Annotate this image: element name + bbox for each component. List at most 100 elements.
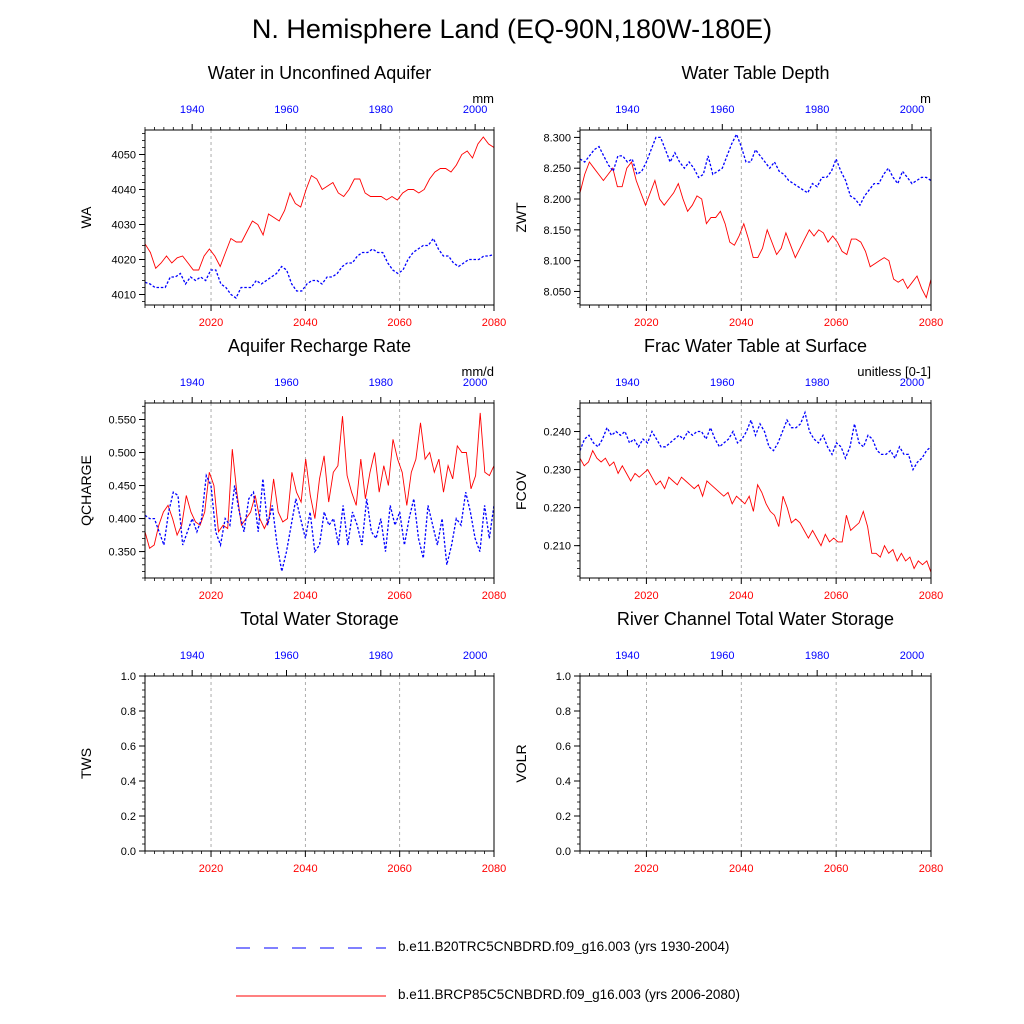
y-tick-label: 0.0 <box>121 846 136 858</box>
plot-frame <box>579 675 932 852</box>
units-label: mm <box>472 91 494 106</box>
y-tick-label: 8.050 <box>543 286 571 298</box>
y-tick-label: 0.4 <box>121 776 136 788</box>
x-bottom-tick-label: 2080 <box>919 317 943 329</box>
chart-title: Aquifer Recharge Rate <box>228 336 411 356</box>
x-top-tick-label: 1940 <box>615 104 639 116</box>
y-tick-label: 8.250 <box>543 163 571 175</box>
x-top-tick-label: 1960 <box>274 104 298 116</box>
legend-label-rcp85: b.e11.BRCP85C5CNBDRD.f09_g16.003 (yrs 20… <box>398 987 740 1002</box>
y-tick-label: 0.0 <box>556 846 571 858</box>
x-bottom-tick-label: 2020 <box>634 863 658 875</box>
series-line-rcp85 <box>144 136 495 271</box>
y-tick-label: 1.0 <box>121 671 136 683</box>
x-top-tick-label: 2000 <box>463 377 487 389</box>
x-top-tick-label: 2000 <box>463 104 487 116</box>
x-top-tick-label: 1980 <box>369 650 393 662</box>
series-line-historical <box>579 410 932 472</box>
x-top-tick-label: 1960 <box>274 377 298 389</box>
x-bottom-tick-label: 2080 <box>482 590 506 602</box>
x-bottom-tick-label: 2040 <box>729 863 753 875</box>
plot-frame <box>144 675 495 852</box>
x-bottom-tick-label: 2020 <box>199 863 223 875</box>
y-tick-label: 0.230 <box>543 465 571 477</box>
units-label: mm/d <box>462 364 495 379</box>
x-top-tick-label: 1980 <box>369 104 393 116</box>
units-label: unitless [0-1] <box>857 364 931 379</box>
x-bottom-tick-label: 2040 <box>729 590 753 602</box>
y-tick-label: 0.8 <box>121 706 136 718</box>
series-line-rcp85 <box>579 449 932 573</box>
y-tick-label: 0.6 <box>121 741 136 753</box>
chart-title: Frac Water Table at Surface <box>644 336 867 356</box>
x-top-tick-label: 1960 <box>710 377 734 389</box>
x-bottom-tick-label: 2060 <box>387 317 411 329</box>
chart-panel-6: River Channel Total Water Storage VOLR 0.0… <box>513 609 943 875</box>
x-top-tick-label: 2000 <box>463 650 487 662</box>
y-tick-label: 0.350 <box>108 547 136 559</box>
y-tick-label: 0.8 <box>556 706 571 718</box>
x-top-tick-label: 1980 <box>805 650 829 662</box>
y-axis-label: FCOV <box>513 470 529 510</box>
x-bottom-tick-label: 2020 <box>199 590 223 602</box>
x-bottom-tick-label: 2060 <box>387 590 411 602</box>
y-axis-label: ZWT <box>513 202 529 233</box>
chart-panel-5: Total Water Storage TWS 0.0 0.2 0.4 0.6 0.8 1.0… <box>78 609 506 875</box>
units-label: m <box>920 91 931 106</box>
chart-panel-3: Aquifer Recharge Rate mm/d QCHARGE 0.350 0.4… <box>78 336 506 602</box>
x-bottom-tick-label: 2040 <box>293 863 317 875</box>
x-top-tick-label: 1960 <box>274 650 298 662</box>
x-top-tick-label: 1980 <box>805 104 829 116</box>
y-tick-label: 8.100 <box>543 256 571 268</box>
chart-title: River Channel Total Water Storage <box>617 609 894 629</box>
y-tick-label: 0.2 <box>556 811 571 823</box>
x-top-tick-label: 1940 <box>180 104 204 116</box>
x-bottom-tick-label: 2080 <box>919 863 943 875</box>
y-tick-label: 8.150 <box>543 225 571 237</box>
x-top-tick-label: 1960 <box>710 650 734 662</box>
y-tick-label: 4020 <box>112 255 136 267</box>
x-bottom-tick-label: 2020 <box>634 317 658 329</box>
chart-panel-2: Water Table Depth m ZWT 8.050 8.100 8.150 8.20… <box>513 63 943 329</box>
chart-panel-1: Water in Unconfined Aquifer mm WA 4010 4020 4… <box>78 63 506 329</box>
chart-panel-4: Frac Water Table at Surface unitless [0-1… <box>513 336 943 602</box>
x-top-tick-label: 1940 <box>180 650 204 662</box>
y-tick-label: 0.210 <box>543 541 571 553</box>
y-tick-label: 0.240 <box>543 427 571 439</box>
y-axis-label: QCHARGE <box>78 455 94 526</box>
chart-title: Total Water Storage <box>240 609 398 629</box>
y-tick-label: 8.300 <box>543 132 571 144</box>
x-bottom-tick-label: 2080 <box>919 590 943 602</box>
x-top-tick-label: 1940 <box>180 377 204 389</box>
x-bottom-tick-label: 2020 <box>199 317 223 329</box>
x-bottom-tick-label: 2020 <box>634 590 658 602</box>
plot-frame <box>579 402 932 579</box>
x-bottom-tick-label: 2040 <box>293 317 317 329</box>
x-top-tick-label: 2000 <box>900 650 924 662</box>
x-top-tick-label: 1940 <box>615 377 639 389</box>
x-bottom-tick-label: 2040 <box>729 317 753 329</box>
y-tick-label: 0.6 <box>556 741 571 753</box>
page-title: N. Hemisphere Land (EQ-90N,180W-180E) <box>251 14 773 44</box>
y-axis-label: WA <box>78 206 94 229</box>
legend-swatch-historical <box>236 947 386 949</box>
series-line-rcp85 <box>144 412 495 550</box>
series-line-historical <box>579 132 932 207</box>
y-tick-label: 0.450 <box>108 481 136 493</box>
plot-frame <box>579 129 932 306</box>
x-bottom-tick-label: 2060 <box>387 863 411 875</box>
y-tick-label: 0.220 <box>543 503 571 515</box>
x-bottom-tick-label: 2060 <box>824 590 848 602</box>
y-tick-label: 4010 <box>112 290 136 302</box>
x-bottom-tick-label: 2040 <box>293 590 317 602</box>
x-top-tick-label: 1940 <box>615 650 639 662</box>
y-tick-label: 1.0 <box>556 671 571 683</box>
x-top-tick-label: 2000 <box>900 377 924 389</box>
y-tick-label: 0.2 <box>121 811 136 823</box>
x-bottom-tick-label: 2060 <box>824 863 848 875</box>
y-axis-label: TWS <box>78 748 94 779</box>
x-top-tick-label: 2000 <box>900 104 924 116</box>
y-tick-label: 4040 <box>112 185 136 197</box>
x-bottom-tick-label: 2080 <box>482 317 506 329</box>
x-bottom-tick-label: 2080 <box>482 863 506 875</box>
